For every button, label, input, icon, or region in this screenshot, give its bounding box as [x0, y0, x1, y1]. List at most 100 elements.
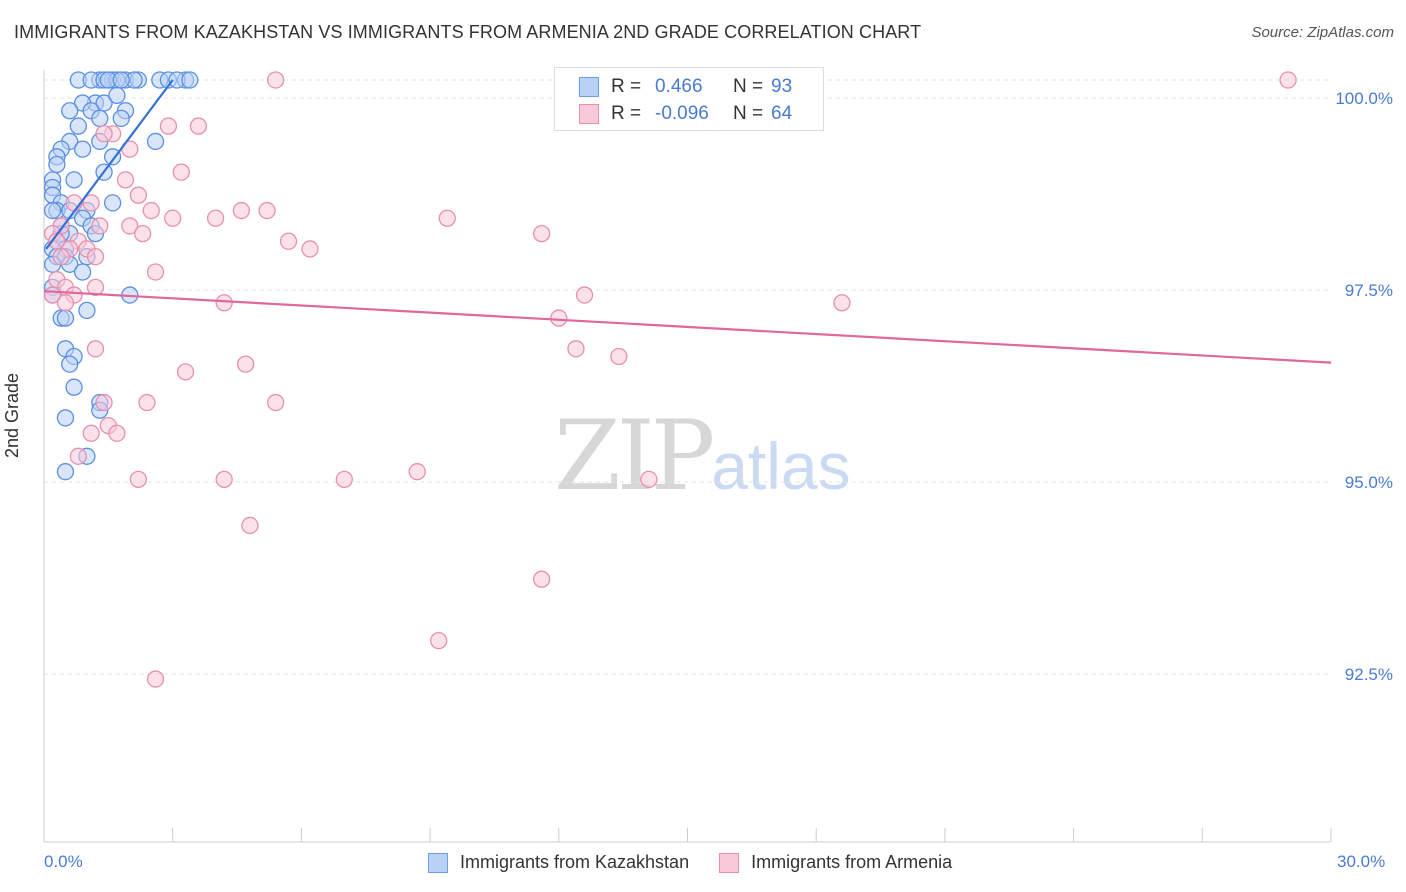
- point-armenia: [532, 224, 551, 243]
- watermark-atlas: atlas: [711, 429, 851, 503]
- chart-title: IMMIGRANTS FROM KAZAKHSTAN VS IMMIGRANTS…: [14, 22, 922, 42]
- point-armenia: [86, 278, 105, 297]
- y-tick-label: 100.0%: [1335, 89, 1393, 108]
- point-kazakhstan: [181, 71, 199, 89]
- point-armenia: [550, 309, 568, 327]
- watermark-zip: ZIP: [554, 400, 715, 512]
- point-armenia: [430, 631, 448, 650]
- series-swatch-armenia: [719, 852, 740, 873]
- point-armenia: [610, 347, 628, 366]
- point-kazakhstan: [65, 378, 83, 396]
- point-armenia: [56, 294, 75, 312]
- point-armenia: [215, 470, 233, 489]
- point-armenia: [86, 340, 105, 358]
- legend-n-label: N =: [733, 103, 764, 124]
- stats-legend: R = 0.466 N = 93 R = -0.096 N = 64: [554, 67, 824, 131]
- point-armenia: [95, 125, 113, 143]
- point-kazakhstan: [65, 171, 83, 189]
- point-kazakhstan: [112, 109, 130, 128]
- legend-swatch-kazakhstan: [579, 77, 599, 97]
- series-legend-armenia[interactable]: Immigrants from Armenia: [719, 852, 952, 873]
- legend-row-armenia: R = -0.096 N = 64: [579, 102, 792, 126]
- point-armenia: [164, 209, 182, 227]
- point-armenia: [176, 363, 195, 381]
- point-armenia: [258, 201, 276, 220]
- point-kazakhstan: [73, 263, 92, 281]
- point-kazakhstan: [69, 117, 87, 135]
- point-armenia: [86, 247, 105, 266]
- point-armenia: [438, 209, 456, 227]
- point-kazakhstan: [103, 148, 122, 166]
- point-kazakhstan: [73, 140, 92, 158]
- point-kazakhstan: [112, 71, 130, 89]
- point-armenia: [236, 355, 255, 373]
- series-legend-kazakhstan[interactable]: Immigrants from Kazakhstan: [428, 852, 689, 873]
- legend-r-value: -0.096: [655, 103, 709, 124]
- point-armenia: [146, 670, 165, 688]
- series-label-armenia: Immigrants from Armenia: [751, 852, 953, 872]
- legend-n-value: 64: [771, 103, 793, 124]
- point-armenia: [189, 117, 208, 135]
- point-armenia: [146, 263, 165, 281]
- point-armenia: [159, 117, 178, 135]
- point-kazakhstan: [56, 409, 75, 427]
- point-kazakhstan: [56, 463, 75, 481]
- y-tick-label: 95.0%: [1345, 473, 1393, 492]
- point-armenia: [267, 393, 285, 412]
- point-armenia: [82, 424, 100, 442]
- legend-swatch-armenia: [579, 104, 599, 124]
- y-tick-label: 92.5%: [1345, 665, 1393, 684]
- point-armenia: [129, 186, 148, 204]
- point-armenia: [134, 224, 152, 243]
- point-armenia: [232, 201, 250, 220]
- point-kazakhstan: [78, 301, 96, 320]
- point-armenia: [408, 463, 426, 481]
- legend-n-label: N =: [733, 76, 764, 97]
- point-armenia: [142, 201, 160, 220]
- trendline-armenia: [43, 290, 1332, 364]
- point-kazakhstan: [48, 155, 66, 174]
- point-armenia: [532, 570, 551, 588]
- point-armenia: [279, 232, 298, 250]
- point-kazakhstan: [61, 355, 79, 373]
- point-armenia: [335, 470, 353, 489]
- x-tick-min: 0.0%: [44, 852, 83, 871]
- legend-row-kazakhstan: R = 0.466 N = 93: [579, 75, 792, 99]
- point-armenia: [69, 447, 87, 465]
- point-armenia: [172, 163, 190, 181]
- series-swatch-kazakhstan: [428, 852, 448, 873]
- x-tick-max: 30.0%: [1337, 852, 1386, 871]
- point-armenia: [95, 393, 113, 412]
- point-armenia: [121, 217, 139, 235]
- legend-r-label: R =: [611, 76, 642, 97]
- point-kazakhstan: [91, 109, 109, 128]
- y-tick-label: 97.5%: [1345, 281, 1393, 300]
- point-armenia: [129, 470, 148, 489]
- point-armenia: [108, 424, 126, 442]
- trendline-kazakhstan: [45, 79, 174, 250]
- point-kazakhstan: [103, 194, 122, 212]
- point-armenia: [82, 194, 100, 212]
- legend-r-value: 0.466: [655, 76, 703, 97]
- point-armenia: [138, 393, 156, 412]
- point-armenia: [267, 71, 285, 89]
- legend-n-value: 93: [771, 76, 793, 97]
- point-armenia: [91, 217, 109, 235]
- point-armenia: [575, 286, 594, 304]
- point-kazakhstan: [56, 309, 75, 327]
- point-kazakhstan: [108, 86, 126, 105]
- watermark: ZIPatlas: [554, 400, 851, 512]
- series-legend: Immigrants from Kazakhstan Immigrants fr…: [428, 852, 982, 873]
- point-armenia: [52, 247, 70, 266]
- point-armenia: [640, 470, 658, 489]
- point-kazakhstan: [43, 201, 62, 220]
- point-armenia: [116, 171, 135, 189]
- series-label-kazakhstan: Immigrants from Kazakhstan: [460, 852, 690, 872]
- point-kazakhstan: [146, 132, 165, 151]
- point-armenia: [567, 340, 585, 358]
- point-armenia: [1279, 71, 1297, 89]
- legend-r-label: R =: [611, 103, 642, 124]
- source-label: Source: ZipAtlas.com: [1251, 24, 1394, 41]
- point-kazakhstan: [61, 102, 79, 120]
